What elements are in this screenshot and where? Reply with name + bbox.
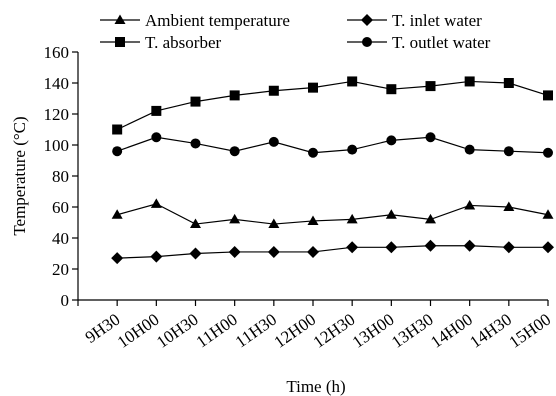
series-square: [112, 76, 553, 135]
x-tick-label: 11H30: [232, 310, 280, 352]
y-axis-ticks: 0 20 40 60 80 100 120 140 160: [44, 43, 78, 310]
data-point: [307, 215, 319, 225]
data-point: [112, 146, 123, 157]
series-layer: [111, 76, 554, 265]
data-point: [190, 138, 201, 149]
data-point: [268, 85, 279, 96]
data-point: [267, 245, 280, 258]
x-tick-label: 14H00: [427, 310, 476, 352]
x-tick-label: 12H00: [270, 310, 319, 352]
y-tick-label: 80: [52, 167, 69, 186]
data-point: [502, 241, 515, 254]
legend-marker-square: [115, 37, 125, 47]
data-point: [150, 198, 162, 208]
data-point: [385, 241, 398, 254]
data-point: [346, 241, 359, 254]
series-line: [116, 80, 549, 131]
data-point: [308, 82, 318, 93]
legend-label-absorber: T. absorber: [145, 33, 221, 52]
data-point: [542, 209, 554, 219]
data-point: [268, 136, 279, 147]
y-tick-label: 120: [44, 105, 70, 124]
data-point: [503, 201, 515, 211]
data-point: [424, 239, 437, 252]
y-axis-title: Temperature (°C): [10, 116, 29, 235]
data-point: [150, 250, 163, 263]
series-line: [117, 203, 549, 225]
plot-area: 0 20 40 60 80 100 120 140 160 9H3010H0010H3011H0…: [44, 43, 555, 352]
x-tick-label: 15H00: [505, 310, 554, 352]
legend-label-outlet: T. outlet water: [392, 33, 491, 52]
series-line: [117, 245, 548, 259]
y-tick-label: 100: [44, 136, 70, 155]
legend: Ambient temperature T. absorber T. inlet…: [100, 11, 491, 52]
data-point: [189, 247, 202, 260]
data-point: [308, 147, 318, 158]
data-point: [464, 199, 476, 210]
data-point: [463, 239, 476, 252]
data-point: [346, 213, 358, 224]
data-point: [229, 90, 240, 101]
data-point: [151, 105, 162, 116]
legend-item-absorber: T. absorber: [100, 33, 221, 52]
data-point: [190, 218, 201, 229]
legend-item-outlet: T. outlet water: [347, 33, 491, 52]
data-point: [190, 96, 201, 107]
data-point: [542, 241, 554, 254]
series-triangle: [111, 198, 554, 229]
y-tick-label: 60: [52, 198, 69, 217]
x-axis-title: Time (h): [286, 377, 345, 396]
data-point: [464, 76, 475, 87]
data-point: [228, 245, 241, 258]
x-axis-ticks: 9H3010H0010H3011H0011H3012H0012H3013H001…: [77, 300, 554, 352]
data-point: [386, 135, 397, 146]
data-point: [425, 81, 436, 92]
series-diamond: [111, 239, 554, 265]
legend-marker-circle: [362, 37, 372, 47]
data-point: [386, 84, 397, 95]
data-point: [503, 78, 514, 88]
data-point: [425, 132, 436, 143]
x-tick-label: 10H00: [114, 310, 163, 352]
data-point: [347, 144, 358, 155]
data-point: [151, 132, 162, 143]
legend-item-ambient: Ambient temperature: [100, 11, 290, 30]
data-point: [229, 213, 241, 224]
data-point: [543, 147, 553, 158]
series-circle: [112, 132, 553, 158]
y-tick-label: 160: [44, 43, 70, 62]
legend-marker-triangle: [114, 14, 126, 24]
x-tick-label: 13H30: [388, 310, 437, 352]
y-tick-label: 20: [52, 260, 69, 279]
legend-label-ambient: Ambient temperature: [145, 11, 290, 30]
legend-label-inlet: T. inlet water: [392, 11, 482, 30]
legend-marker-diamond: [361, 14, 373, 26]
data-point: [268, 218, 280, 229]
y-tick-label: 40: [52, 229, 69, 248]
y-tick-label: 0: [61, 291, 70, 310]
x-tick-label: 14H30: [466, 310, 515, 352]
data-point: [111, 252, 124, 265]
y-tick-label: 140: [44, 74, 70, 93]
data-point: [464, 144, 475, 155]
data-point: [425, 213, 436, 224]
x-tick-label: 12H30: [310, 310, 359, 352]
data-point: [111, 209, 123, 219]
data-point: [307, 245, 319, 258]
x-tick-label: 13H00: [349, 310, 398, 352]
data-point: [347, 76, 358, 87]
legend-item-inlet: T. inlet water: [347, 11, 482, 30]
data-point: [543, 90, 553, 101]
x-tick-label: 10H30: [153, 310, 202, 352]
series-line: [116, 136, 549, 154]
data-point: [503, 146, 514, 157]
data-point: [112, 124, 123, 135]
x-tick-label: 11H00: [193, 310, 241, 352]
data-point: [229, 146, 240, 157]
data-point: [385, 209, 397, 219]
